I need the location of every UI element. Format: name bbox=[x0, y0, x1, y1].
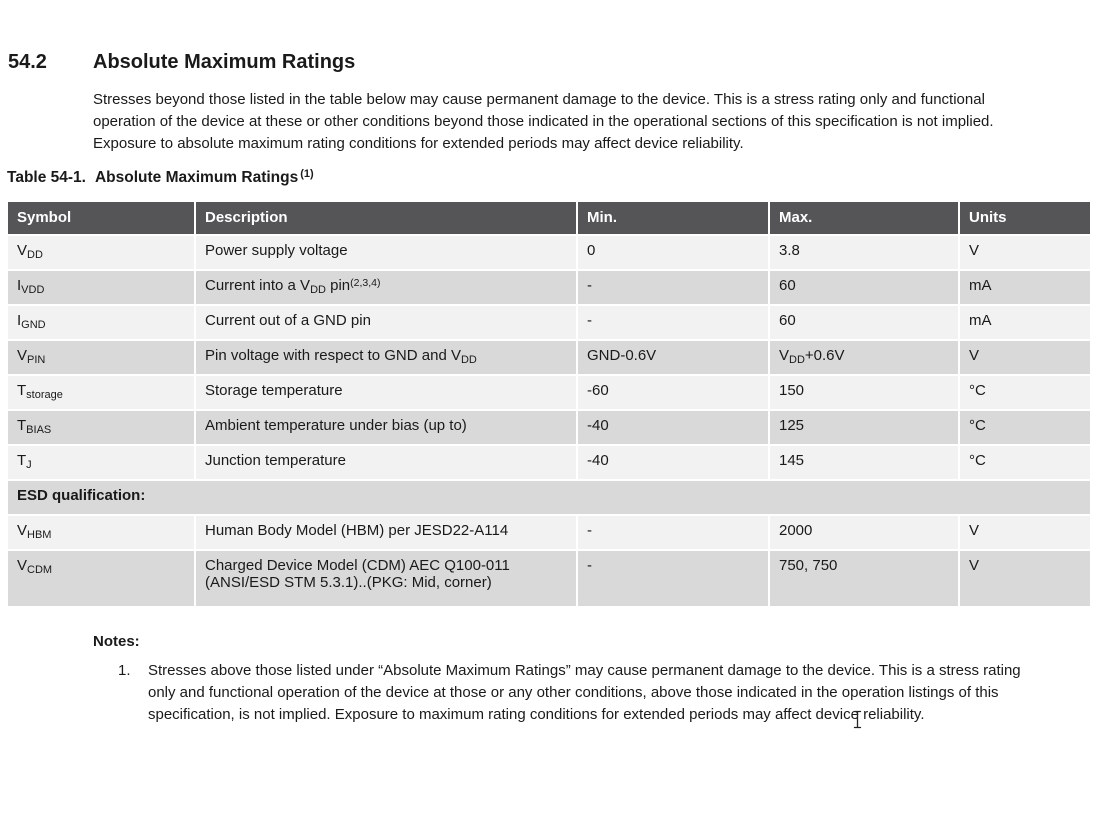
cell-min: -40 bbox=[576, 444, 770, 481]
note-number: 1. bbox=[118, 662, 131, 679]
cell-symbol: Tstorage bbox=[6, 374, 196, 411]
cell-max: 750, 750 bbox=[768, 549, 960, 608]
text-cursor-icon bbox=[853, 710, 862, 729]
cell-description: Storage temperature bbox=[194, 374, 578, 411]
cell-description: Charged Device Model (CDM) AEC Q100-011(… bbox=[194, 549, 578, 608]
table-header-row: Symbol Description Min. Max. Units bbox=[6, 200, 1092, 236]
cell-description: Junction temperature bbox=[194, 444, 578, 481]
table-row: VPIN Pin voltage with respect to GND and … bbox=[6, 339, 1092, 376]
cell-units: mA bbox=[958, 304, 1092, 341]
section-heading: 54.2 Absolute Maximum Ratings bbox=[8, 50, 1098, 74]
page-title: Absolute Maximum Ratings bbox=[93, 51, 356, 73]
table-caption-label: Table 54-1. bbox=[7, 169, 86, 186]
table-row: IVDD Current into a VDD pin(2,3,4) -60 mA bbox=[6, 269, 1092, 306]
cell-symbol: IVDD bbox=[6, 269, 196, 306]
cell-units: °C bbox=[958, 444, 1092, 481]
table-row: IGND Current out of a GND pin -60 mA bbox=[6, 304, 1092, 341]
column-header: Units bbox=[958, 200, 1092, 236]
cell-units: mA bbox=[958, 269, 1092, 306]
cell-min: - bbox=[576, 304, 770, 341]
cell-max: 60 bbox=[768, 304, 960, 341]
cell-max: 150 bbox=[768, 374, 960, 411]
table-row: VDD Power supply voltage 0 3.8 V bbox=[6, 234, 1092, 271]
esd-section-row: ESD qualification: bbox=[6, 479, 1092, 516]
ratings-table: Symbol Description Min. Max. Units VDD Power … bbox=[6, 200, 1092, 608]
cell-description: Current out of a GND pin bbox=[194, 304, 578, 341]
cell-min: GND-0.6V bbox=[576, 339, 770, 376]
cell-units: °C bbox=[958, 409, 1092, 446]
cell-description: Ambient temperature under bias (up to) bbox=[194, 409, 578, 446]
table-row: TBIAS Ambient temperature under bias (up … bbox=[6, 409, 1092, 446]
cell-description: Pin voltage with respect to GND and VDD bbox=[194, 339, 578, 376]
cell-max: VDD+0.6V bbox=[768, 339, 960, 376]
column-header: Symbol bbox=[6, 200, 196, 236]
cell-symbol: VCDM bbox=[6, 549, 196, 608]
cell-units: V bbox=[958, 549, 1092, 608]
table-caption-footnote-ref: (1) bbox=[300, 168, 314, 180]
cell-min: - bbox=[576, 549, 770, 608]
intro-paragraph: Stresses beyond those listed in the tabl… bbox=[93, 91, 994, 152]
cell-max: 145 bbox=[768, 444, 960, 481]
cell-symbol: TJ bbox=[6, 444, 196, 481]
table-row: VCDM Charged Device Model (CDM) AEC Q100-… bbox=[6, 549, 1092, 608]
cell-description: Current into a VDD pin(2,3,4) bbox=[194, 269, 578, 306]
column-header: Max. bbox=[768, 200, 960, 236]
cell-min: 0 bbox=[576, 234, 770, 271]
cell-symbol: VPIN bbox=[6, 339, 196, 376]
note-text: Stresses above those listed under “Absol… bbox=[148, 662, 1021, 723]
notes-heading: Notes: bbox=[93, 633, 140, 650]
cell-min: - bbox=[576, 514, 770, 551]
cell-symbol: VHBM bbox=[6, 514, 196, 551]
cell-units: V bbox=[958, 234, 1092, 271]
table-row: VHBM Human Body Model (HBM) per JESD22-A1… bbox=[6, 514, 1092, 551]
cell-units: °C bbox=[958, 374, 1092, 411]
column-header: Description bbox=[194, 200, 578, 236]
table-row: Tstorage Storage temperature -60 150 °C bbox=[6, 374, 1092, 411]
cell-min: -60 bbox=[576, 374, 770, 411]
cell-symbol: IGND bbox=[6, 304, 196, 341]
cell-min: - bbox=[576, 269, 770, 306]
cell-max: 125 bbox=[768, 409, 960, 446]
table-caption: Table 54-1. Absolute Maximum Ratings (1) bbox=[7, 168, 1098, 189]
cell-min: -40 bbox=[576, 409, 770, 446]
notes-section: Notes: 1. Stresses above those listed und… bbox=[93, 632, 1098, 726]
esd-section-label: ESD qualification: bbox=[6, 479, 1092, 516]
cell-units: V bbox=[958, 514, 1092, 551]
cell-max: 3.8 bbox=[768, 234, 960, 271]
cell-symbol: VDD bbox=[6, 234, 196, 271]
cell-description: Power supply voltage bbox=[194, 234, 578, 271]
section-number: 54.2 bbox=[8, 51, 47, 73]
cell-max: 60 bbox=[768, 269, 960, 306]
cell-max: 2000 bbox=[768, 514, 960, 551]
cell-units: V bbox=[958, 339, 1092, 376]
table-row: TJ Junction temperature -40 145 °C bbox=[6, 444, 1092, 481]
cell-description: Human Body Model (HBM) per JESD22-A114 bbox=[194, 514, 578, 551]
column-header: Min. bbox=[576, 200, 770, 236]
table-caption-title: Absolute Maximum Ratings bbox=[94, 169, 299, 186]
note-item: 1. Stresses above those listed under “Abs… bbox=[118, 660, 1098, 726]
ratings-table-body: VDD Power supply voltage 0 3.8 V IVDD Current … bbox=[6, 234, 1092, 608]
cell-symbol: TBIAS bbox=[6, 409, 196, 446]
